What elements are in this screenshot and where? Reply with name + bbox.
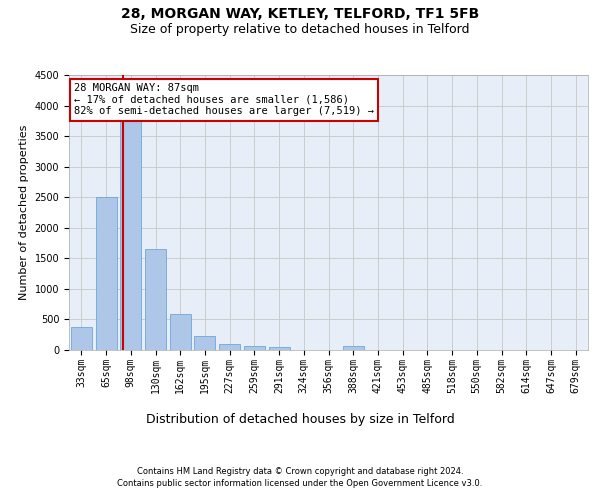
Text: 28 MORGAN WAY: 87sqm
← 17% of detached houses are smaller (1,586)
82% of semi-de: 28 MORGAN WAY: 87sqm ← 17% of detached h…	[74, 83, 374, 116]
Bar	[343, 346, 364, 350]
Bar	[95, 197, 116, 350]
Text: 28, MORGAN WAY, KETLEY, TELFORD, TF1 5FB: 28, MORGAN WAY, KETLEY, TELFORD, TF1 5FB	[121, 8, 479, 22]
Text: Contains HM Land Registry data © Crown copyright and database right 2024.: Contains HM Land Registry data © Crown c…	[137, 468, 463, 476]
Bar	[244, 346, 265, 350]
Bar	[170, 314, 191, 350]
Bar	[145, 249, 166, 350]
Text: Contains public sector information licensed under the Open Government Licence v3: Contains public sector information licen…	[118, 479, 482, 488]
Y-axis label: Number of detached properties: Number of detached properties	[19, 125, 29, 300]
Bar	[71, 328, 92, 350]
Bar	[219, 344, 240, 350]
Bar	[194, 336, 215, 350]
Bar	[120, 121, 141, 350]
Text: Size of property relative to detached houses in Telford: Size of property relative to detached ho…	[130, 22, 470, 36]
Bar	[269, 347, 290, 350]
Text: Distribution of detached houses by size in Telford: Distribution of detached houses by size …	[146, 412, 454, 426]
